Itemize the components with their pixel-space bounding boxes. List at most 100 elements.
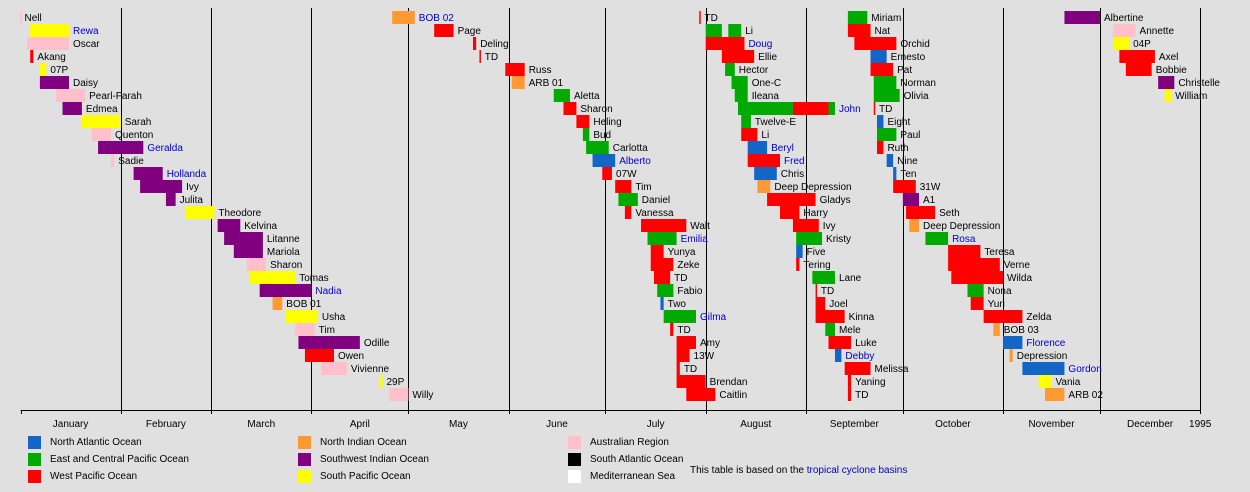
- storm-bar: [1022, 362, 1065, 375]
- legend-swatch: [28, 453, 41, 466]
- storm-bar: [62, 102, 82, 115]
- legend-label: North Indian Ocean: [320, 437, 407, 448]
- storm-label: Tomas: [299, 273, 328, 284]
- storm-label: Five: [807, 247, 826, 258]
- storm-bar: [741, 115, 751, 128]
- storm-label: Li: [761, 130, 769, 141]
- storm-label: TD: [485, 52, 498, 63]
- storm-bar: [91, 128, 111, 141]
- storm-label[interactable]: Rewa: [73, 26, 99, 37]
- storm-bar: [873, 76, 897, 89]
- storm-bar: [676, 362, 680, 375]
- storm-bar: [602, 167, 612, 180]
- storm-label[interactable]: BOB 02: [419, 13, 454, 24]
- storm-bar: [876, 128, 897, 141]
- storm-label: Nat: [875, 26, 891, 37]
- month-label: January: [53, 419, 89, 430]
- storm-label: Ellie: [758, 52, 777, 63]
- storm-label[interactable]: Doug: [748, 39, 772, 50]
- legend-label: South Pacific Ocean: [320, 471, 411, 482]
- storm-label: A1: [923, 195, 936, 206]
- storm-bar: [511, 76, 525, 89]
- storm-bar: [1164, 89, 1172, 102]
- storm-label: TD: [705, 13, 718, 24]
- storm-bar: [670, 323, 674, 336]
- storm-label[interactable]: Alberto: [619, 156, 651, 167]
- storm-bar: [676, 375, 706, 388]
- storm-label[interactable]: Nadia: [315, 286, 342, 297]
- storm-bar: [30, 50, 34, 63]
- storm-bar: [39, 76, 69, 89]
- storm-label[interactable]: John: [839, 104, 861, 115]
- storm-bar: [657, 284, 674, 297]
- storm-label: Kelvina: [244, 221, 277, 232]
- storm-bar: [304, 349, 335, 362]
- month-label: May: [449, 419, 468, 430]
- storm-bar: [870, 63, 894, 76]
- storm-label: Tering: [803, 260, 830, 271]
- storm-label[interactable]: Beryl: [771, 143, 794, 154]
- storm-bar: [388, 388, 409, 401]
- storm-label[interactable]: Debby: [845, 351, 874, 362]
- storm-bar: [663, 310, 696, 323]
- month-label: November: [1028, 419, 1075, 430]
- legend-label: Southwest Indian Ocean: [320, 454, 429, 465]
- storm-label: Ruth: [887, 143, 908, 154]
- storm-bar: [140, 180, 183, 193]
- storm-label[interactable]: Hollanda: [167, 169, 207, 180]
- legend-swatch: [298, 470, 311, 483]
- storm-label: TD: [879, 104, 892, 115]
- storm-bar: [870, 50, 887, 63]
- storm-label: Quenton: [115, 130, 153, 141]
- storm-label: Julita: [180, 195, 204, 206]
- storm-bar: [1009, 349, 1013, 362]
- storm-bar: [295, 323, 315, 336]
- storm-bar: [1045, 388, 1065, 401]
- month-label: October: [935, 419, 971, 430]
- storm-label: Oscar: [73, 39, 100, 50]
- storm-bar: [828, 336, 852, 349]
- storm-bar: [792, 102, 829, 115]
- storm-bar: [641, 219, 687, 232]
- storm-bar: [854, 37, 897, 50]
- storm-bar: [217, 219, 241, 232]
- storm-label[interactable]: Rosa: [952, 234, 976, 245]
- storm-bar: [26, 37, 69, 50]
- storm-bar: [893, 180, 916, 193]
- storm-label: Lane: [839, 273, 862, 284]
- storm-bar: [796, 245, 803, 258]
- storm-label[interactable]: Geralda: [147, 143, 183, 154]
- storm-label: Kinna: [849, 312, 875, 323]
- storm-bar: [731, 76, 748, 89]
- storm-label[interactable]: Emilia: [681, 234, 709, 245]
- storm-bar: [647, 232, 677, 245]
- storm-bar: [285, 310, 318, 323]
- storm-label: Theodore: [218, 208, 261, 219]
- storm-bar: [1064, 11, 1100, 24]
- storm-bar: [392, 11, 415, 24]
- storm-bar: [618, 193, 638, 206]
- storm-bar: [948, 258, 1000, 271]
- storm-bar: [747, 154, 781, 167]
- storm-label: Sharon: [580, 104, 612, 115]
- legend-label: North Atlantic Ocean: [50, 437, 142, 448]
- storm-label: Nona: [988, 286, 1012, 297]
- month-label: July: [647, 419, 665, 430]
- storm-bar: [1112, 24, 1136, 37]
- storm-bars: [20, 11, 1175, 401]
- storm-label: Vivienne: [351, 364, 390, 375]
- storm-bar: [224, 232, 263, 245]
- storm-label: Wilda: [1007, 273, 1032, 284]
- storm-label: Mariola: [267, 247, 300, 258]
- storm-bar: [563, 102, 577, 115]
- storm-bar: [815, 310, 845, 323]
- storm-label: 07W: [616, 169, 637, 180]
- storm-label[interactable]: Gordon: [1068, 364, 1101, 375]
- storm-label[interactable]: Florence: [1026, 338, 1065, 349]
- storm-label: Annette: [1140, 26, 1175, 37]
- storm-label[interactable]: Fred: [784, 156, 805, 167]
- storm-bar: [757, 180, 771, 193]
- storm-bar: [815, 284, 818, 297]
- storm-label[interactable]: Gilma: [700, 312, 727, 323]
- basins-link[interactable]: tropical cyclone basins: [806, 465, 908, 476]
